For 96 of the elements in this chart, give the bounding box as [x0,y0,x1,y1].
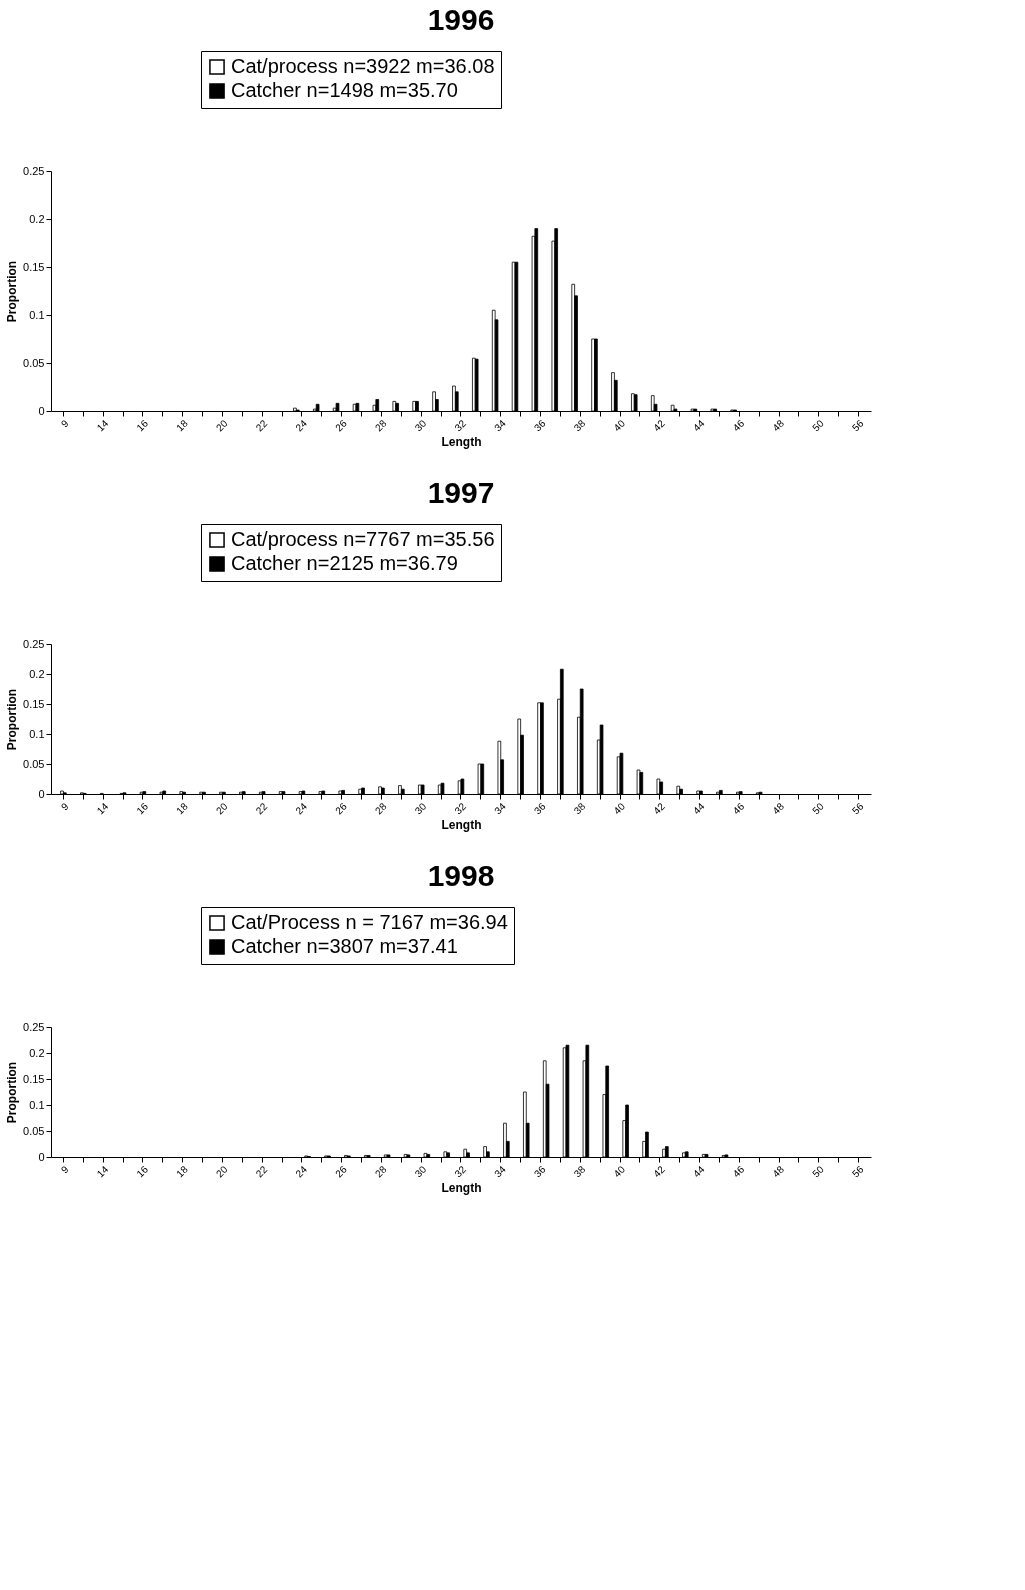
y-tick-label: 0 [38,1150,45,1163]
x-tick-label: 38 [571,417,588,434]
x-tick-label: 9 [58,800,71,813]
x-tick-label: 20 [213,800,230,817]
x-axis-title: Length [441,818,482,833]
x-tick-label: 16 [134,800,151,817]
y-tick-label: 0.05 [23,1124,45,1137]
x-tick-label: 32 [452,417,469,434]
x-tick-label: 44 [690,800,707,817]
x-tick-label: 40 [611,1163,628,1180]
x-tick-label: 22 [253,417,270,434]
x-tick-label: 36 [531,417,548,434]
x-tick-label: 46 [730,800,747,817]
y-tick-label: 0.25 [23,1020,45,1033]
y-tick-label: 0.15 [23,1072,45,1085]
x-tick-label: 56 [850,1163,866,1180]
x-tick-label: 32 [452,1163,469,1180]
y-tick-label: 0.05 [23,757,45,770]
x-tick-label: 32 [452,800,469,817]
x-tick-label: 40 [611,800,628,817]
x-tick-label: 18 [174,1163,191,1180]
x-tick-label: 56 [850,800,866,817]
x-tick-label: 9 [58,1163,71,1176]
x-tick-label: 30 [412,800,429,817]
y-tick-label: 0.05 [23,356,45,369]
x-tick-label: 46 [730,417,747,434]
x-tick-label: 26 [333,417,350,434]
x-tick-label: 36 [531,1163,548,1180]
x-tick-label: 28 [372,417,389,434]
x-tick-label: 9 [58,417,71,430]
x-tick-label: 44 [690,417,707,434]
y-tick-label: 0.15 [23,697,45,710]
chart-title: 1996 [427,2,495,36]
x-tick-label: 42 [651,417,668,434]
legend-label: Cat/Process n = 7167 m=36.94 [231,911,508,933]
y-axis-title: Proportion [5,1061,20,1124]
x-tick-label: 14 [94,1163,111,1180]
x-tick-label: 50 [810,1163,827,1180]
x-tick-label: 22 [253,800,270,817]
x-tick-label: 42 [651,800,668,817]
x-tick-label: 34 [492,417,509,434]
y-tick-label: 0 [38,404,45,417]
y-tick-label: 0.1 [29,1098,45,1111]
x-tick-label: 18 [174,417,191,434]
x-tick-label: 42 [651,1163,668,1180]
x-tick-label: 48 [770,1163,787,1180]
x-tick-label: 26 [333,1163,350,1180]
x-tick-label: 36 [531,800,548,817]
x-tick-label: 30 [412,417,429,434]
x-tick-label: 48 [770,800,787,817]
x-tick-label: 26 [333,800,350,817]
x-tick-label: 14 [94,800,111,817]
x-tick-label: 16 [134,417,151,434]
x-tick-label: 30 [412,1163,429,1180]
y-tick-label: 0.1 [29,727,45,740]
x-tick-label: 50 [810,417,827,434]
y-tick-label: 0.25 [23,637,45,650]
x-tick-label: 24 [293,800,310,817]
y-tick-label: 0.2 [29,212,45,225]
x-tick-label: 46 [730,1163,747,1180]
legend-label: Cat/process n=7767 m=35.56 [231,528,495,550]
chart-title: 1997 [427,475,495,509]
y-tick-label: 0.15 [23,260,45,273]
y-tick-label: 0.1 [29,308,45,321]
x-tick-label: 24 [293,417,310,434]
x-tick-label: 48 [770,417,787,434]
x-tick-label: 56 [850,417,866,434]
y-tick-label: 0 [38,787,45,800]
x-tick-label: 22 [253,1163,270,1180]
y-axis-title: Proportion [5,260,20,323]
x-tick-label: 34 [492,1163,509,1180]
x-tick-label: 14 [94,417,111,434]
legend-label: Catcher n=1498 m=35.70 [231,79,458,101]
chart-title: 1998 [427,858,495,892]
x-tick-label: 40 [611,417,628,434]
x-tick-label: 50 [810,800,827,817]
x-tick-label: 44 [690,1163,707,1180]
x-tick-label: 38 [571,1163,588,1180]
x-tick-label: 34 [492,800,509,817]
legend-label: Cat/process n=3922 m=36.08 [231,55,495,77]
x-tick-label: 38 [571,800,588,817]
y-tick-label: 0.2 [29,667,45,680]
x-tick-label: 20 [213,1163,230,1180]
x-tick-label: 16 [134,1163,151,1180]
y-tick-label: 0.25 [23,164,45,177]
legend-label: Catcher n=2125 m=36.79 [231,552,458,574]
legend-label: Catcher n=3807 m=37.41 [231,935,458,957]
y-tick-label: 0.2 [29,1046,45,1059]
x-tick-label: 18 [174,800,191,817]
x-tick-label: 20 [213,417,230,434]
x-axis-title: Length [441,1181,482,1196]
x-axis-title: Length [441,435,482,450]
x-tick-label: 24 [293,1163,310,1180]
y-axis-title: Proportion [5,688,20,751]
x-tick-label: 28 [372,1163,389,1180]
x-tick-label: 28 [372,800,389,817]
